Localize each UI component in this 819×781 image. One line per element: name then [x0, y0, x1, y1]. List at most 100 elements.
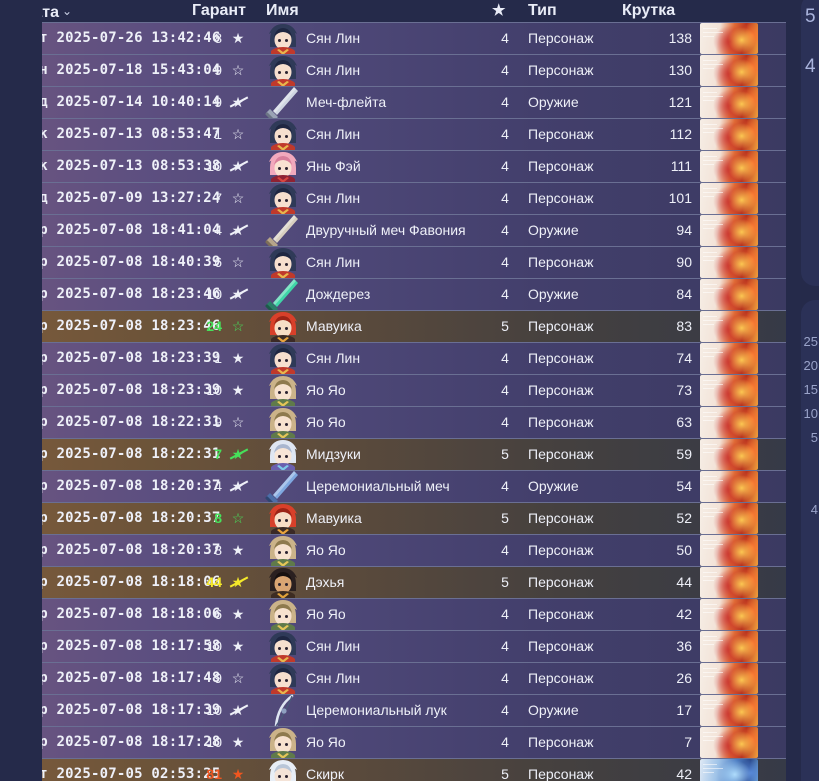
table-row[interactable]: втр 2025-07-08 18:18:0644★Дэхья5Персонаж…	[0, 566, 786, 602]
table-row[interactable]: втр 2025-07-08 18:40:39 6 ☆ Сян Лин 4 Персона…	[0, 246, 786, 282]
column-header-date[interactable]: Дата ⌄	[22, 0, 72, 24]
banner-thumbnail	[700, 311, 758, 342]
cell-rarity: 4	[501, 478, 509, 494]
cell-rarity: 4	[501, 350, 509, 366]
cell-date: втр 2025-07-08 18:22:31	[22, 414, 221, 430]
column-header-guarantee[interactable]: Гарант	[192, 0, 246, 22]
cell-item-name: Яо Яо	[306, 414, 346, 430]
weapon-ceremonial-bow	[262, 694, 304, 728]
cell-rarity: 4	[501, 222, 509, 238]
star-filled-icon: ★	[231, 638, 245, 654]
character-yaoyao-avatar	[262, 535, 304, 570]
table-row[interactable]: втр 2025-07-08 18:17:58 10 ★ Сян Лин 4 Персон…	[0, 630, 786, 666]
character-xiangling-avatar	[262, 631, 304, 666]
table-row[interactable]: втр 2025-07-08 18:20:37 8 ★ Яо Яо 4 Персонаж 5…	[0, 534, 786, 570]
weapon-favonius-greatsword	[262, 215, 304, 250]
column-header-rarity[interactable]: ★	[492, 0, 505, 22]
cell-date: втр 2025-07-08 18:22:31	[22, 446, 221, 462]
cell-item-name: Сян Лин	[306, 350, 361, 366]
table-row[interactable]: втр 2025-07-08 18:20:374★Церемониальный …	[0, 470, 786, 506]
cell-type: Оружие	[528, 286, 579, 302]
banner-thumbnail	[700, 343, 758, 374]
cell-rarity: 4	[501, 702, 509, 718]
cell-date: втр 2025-07-08 18:18:06	[22, 574, 221, 590]
star-outline-icon: ☆	[231, 670, 245, 686]
cell-wish-count: 26	[676, 670, 692, 686]
character-xiangling-avatar	[262, 183, 304, 218]
table-row[interactable]: втр 2025-07-08 18:22:31 9 ☆ Яо Яо 4 Персонаж 6…	[0, 406, 786, 442]
cell-date: втр 2025-07-08 18:41:04	[22, 222, 221, 238]
banner-thumbnail	[700, 87, 758, 118]
cell-item-name: Сян Лин	[306, 638, 361, 654]
cell-rarity: 4	[501, 414, 509, 430]
table-row[interactable]: втр 2025-07-08 18:23:46 24 ☆ Мавуика 5 Персон…	[0, 310, 786, 346]
column-header-count[interactable]: Крутка	[622, 0, 675, 22]
table-row[interactable]: втр 2025-07-08 18:17:28 10 ★ Яо Яо 4 Персонаж…	[0, 726, 786, 762]
cell-date: сбт 2025-07-05 02:53:25	[22, 766, 221, 781]
character-dehya-avatar	[262, 567, 304, 602]
star-outline-icon: ☆	[231, 318, 245, 334]
table-row[interactable]: втр 2025-07-08 18:23:39 10 ★ Яо Яо 4 Персонаж…	[0, 374, 786, 410]
banner-thumbnail	[700, 599, 758, 630]
star-struck-icon: ★	[228, 279, 249, 310]
cell-type: Оружие	[528, 94, 579, 110]
character-xiangling-avatar	[262, 119, 304, 154]
table-row[interactable]: втр 2025-07-08 18:22:317 ★ Мидзуки 5 Персона…	[0, 438, 786, 474]
star-filled-icon: ★	[231, 350, 245, 366]
table-row[interactable]: сбт 2025-07-05 02:53:25 81 ★ Скирк 5 Персонаж…	[0, 758, 786, 781]
table-row[interactable]: птн 2025-07-18 15:43:04 9 ☆ Сян Лин 4 Персона…	[0, 54, 786, 90]
table-row[interactable]: втр 2025-07-08 18:20:37 8 ☆ Мавуика 5 Персона…	[0, 502, 786, 538]
cell-type: Персонаж	[528, 30, 594, 46]
cell-rarity: 4	[501, 62, 509, 78]
cell-item-name: Сян Лин	[306, 254, 361, 270]
cell-type: Персонаж	[528, 606, 594, 622]
cell-wish-count: 54	[676, 478, 692, 494]
cell-date: втр 2025-07-08 18:17:48	[22, 670, 221, 686]
cell-rarity: 4	[501, 30, 509, 46]
cell-type: Оружие	[528, 478, 579, 494]
banner-thumbnail	[700, 151, 758, 182]
table-row[interactable]: втр 2025-07-08 18:41:044★Двуручный меч Ф…	[0, 214, 786, 250]
cell-item-name: Сян Лин	[306, 190, 361, 206]
star-outline-icon: ☆	[231, 62, 245, 78]
column-header-type[interactable]: Тип	[528, 0, 557, 22]
star-struck-icon: ★	[228, 215, 249, 246]
cell-rarity: 5	[501, 318, 509, 334]
side-panel-chart[interactable]: 25 20 15 10 5 4	[801, 300, 819, 781]
cell-date: срд 2025-07-09 13:27:24	[22, 190, 221, 206]
cell-rarity: 4	[501, 542, 509, 558]
weapon-ceremonial-sword	[262, 471, 304, 506]
table-row[interactable]: пнд 2025-07-14 10:40:149 ★ Меч-флейта 4 Оруж…	[0, 86, 786, 122]
character-yaoyao-avatar	[262, 727, 304, 762]
cell-item-name: Сян Лин	[306, 670, 361, 686]
table-row[interactable]: втр 2025-07-08 18:18:06 6 ★ Яо Яо 4 Персонаж 4…	[0, 598, 786, 634]
banner-thumbnail	[700, 375, 758, 406]
cell-date: втр 2025-07-08 18:23:39	[22, 382, 221, 398]
table-row[interactable]: сбт 2025-07-26 13:42:46 8 ★ Сян Лин 4 Персона…	[0, 22, 786, 58]
cell-rarity: 4	[501, 734, 509, 750]
table-row[interactable]: вск 2025-07-13 08:53:47 1 ☆ Сян Лин 4 Персона…	[0, 118, 786, 154]
column-header-name[interactable]: Имя	[266, 0, 299, 22]
chart-axis-tick: 10	[803, 406, 818, 421]
cell-item-name: Яо Яо	[306, 606, 346, 622]
cell-type: Персонаж	[528, 734, 594, 750]
cell-guarantee-count: 10	[206, 638, 222, 654]
table-row[interactable]: втр 2025-07-08 18:17:48 9 ☆ Сян Лин 4 Персона…	[0, 662, 786, 698]
cell-wish-count: 84	[676, 286, 692, 302]
cell-rarity: 5	[501, 766, 509, 781]
cell-date: втр 2025-07-08 18:23:46	[22, 318, 221, 334]
table-row[interactable]: срд 2025-07-09 13:27:24 7 ☆ Сян Лин 4 Персона…	[0, 182, 786, 218]
star-outline-icon: ☆	[231, 254, 245, 270]
cell-wish-count: 121	[668, 94, 692, 110]
cell-type: Персонаж	[528, 350, 594, 366]
cell-item-name: Мавуика	[306, 318, 362, 334]
cell-date: втр 2025-07-08 18:23:46	[22, 286, 221, 302]
chevron-down-icon[interactable]: ⌄	[62, 4, 73, 18]
star-struck-icon: ★	[228, 151, 249, 182]
cell-item-name: Дэхья	[306, 574, 345, 590]
table-row[interactable]: втр 2025-07-08 18:23:39 1 ★ Сян Лин 4 Персона…	[0, 342, 786, 378]
